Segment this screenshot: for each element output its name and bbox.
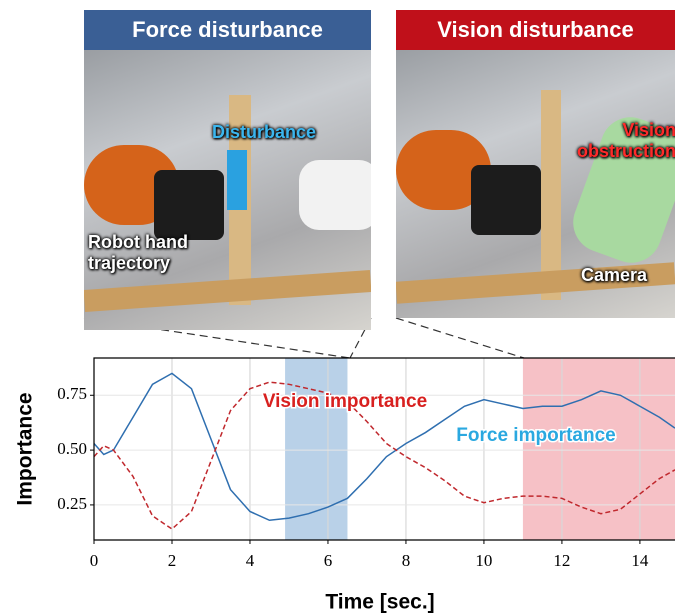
data-line bbox=[93, 372, 675, 522]
wood-base bbox=[84, 270, 371, 312]
photo-label: Disturbance bbox=[212, 122, 317, 142]
y-tick-label: 0.50 bbox=[57, 439, 87, 458]
arrow bbox=[227, 150, 247, 210]
series-label: Force importance bbox=[456, 425, 615, 446]
x-tick-label: 2 bbox=[168, 551, 177, 570]
series-label: Vision importance bbox=[263, 391, 427, 412]
panel-title: Force disturbance bbox=[84, 10, 371, 50]
y-tick-label: 0.25 bbox=[57, 494, 87, 513]
photo-label: Camera bbox=[581, 265, 648, 285]
shaded-span bbox=[285, 358, 348, 540]
photo-label: Vision obstruction bbox=[577, 120, 675, 161]
photo-label: Robot hand trajectory bbox=[88, 232, 188, 273]
x-tick-label: 14 bbox=[631, 551, 649, 570]
gripper bbox=[471, 165, 541, 235]
x-tick-label: 8 bbox=[402, 551, 411, 570]
x-tick-label: 6 bbox=[324, 551, 333, 570]
data-line bbox=[93, 381, 675, 530]
x-tick-label: 12 bbox=[553, 551, 570, 570]
x-tick-label: 0 bbox=[90, 551, 99, 570]
photo-panel: Vision disturbance Vision obstruction Ca… bbox=[396, 10, 675, 318]
x-tick-label: 10 bbox=[475, 551, 492, 570]
panel-title: Vision disturbance bbox=[396, 10, 675, 50]
shaded-span bbox=[522, 358, 675, 540]
wood-post bbox=[541, 90, 561, 300]
x-tick-label: 4 bbox=[246, 551, 255, 570]
x-axis-label: Time [sec.] bbox=[325, 591, 434, 614]
sleeve bbox=[299, 160, 371, 230]
y-tick-label: 0.75 bbox=[57, 384, 87, 403]
photo-panel: Force disturbance Disturbance Robot hand… bbox=[84, 10, 371, 330]
y-axis-label: Importance bbox=[14, 392, 37, 505]
axis-frame bbox=[93, 357, 675, 541]
gripper bbox=[154, 170, 224, 240]
